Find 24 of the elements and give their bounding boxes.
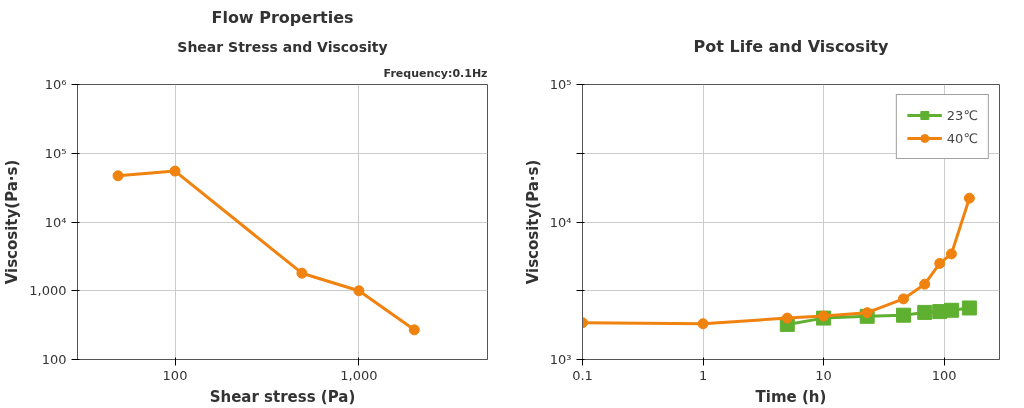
legend-label: 23℃ [946, 107, 978, 123]
y-axis-title: Viscosity(Pa·s) [3, 159, 22, 285]
y-tick-label: 1,000 [29, 283, 67, 299]
chart-title: Flow Properties [211, 7, 354, 27]
x-tick-label: 100 [931, 367, 957, 383]
x-tick-label: 10 [815, 367, 832, 383]
chart-title: Pot Life and Viscosity [693, 36, 890, 56]
y-axis-title: Viscosity(Pa·s) [523, 159, 542, 285]
text: Frequency:0.1Hz [383, 66, 488, 80]
x-tick-label: 1 [698, 367, 708, 383]
y-tick-label: 10⁵ [549, 77, 572, 92]
legend-label: 40℃ [946, 130, 978, 146]
x-axis-title: Time (h) [755, 387, 827, 406]
y-tick-label: 100 [41, 352, 67, 367]
x-axis-title: Shear stress (Pa) [209, 387, 356, 406]
y-tick-label: 10⁶ [44, 77, 67, 92]
y-tick-label: 10³ [549, 352, 572, 367]
x-tick-label: 100 [162, 367, 188, 383]
y-tick-label: 10⁴ [44, 214, 67, 230]
x-tick-label: 0.1 [572, 367, 593, 383]
y-tick-label: 10⁴ [549, 214, 572, 230]
y-tick-label: 10⁵ [44, 145, 67, 161]
x-tick-label: 1,000 [340, 367, 378, 383]
chart-subtitle: Shear Stress and Viscosity [177, 38, 388, 55]
